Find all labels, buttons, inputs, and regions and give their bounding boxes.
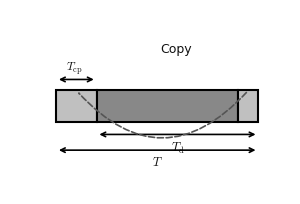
Text: $T$: $T$ bbox=[152, 156, 163, 170]
Bar bbox=[97, 90, 238, 122]
Text: Copy: Copy bbox=[160, 43, 192, 56]
Bar bbox=[56, 90, 97, 122]
Text: $T_{\mathrm{d}}$: $T_{\mathrm{d}}$ bbox=[170, 141, 184, 156]
Bar bbox=[238, 90, 258, 122]
Text: $T_{\mathrm{cp}}$: $T_{\mathrm{cp}}$ bbox=[66, 61, 83, 77]
FancyArrowPatch shape bbox=[79, 92, 246, 138]
